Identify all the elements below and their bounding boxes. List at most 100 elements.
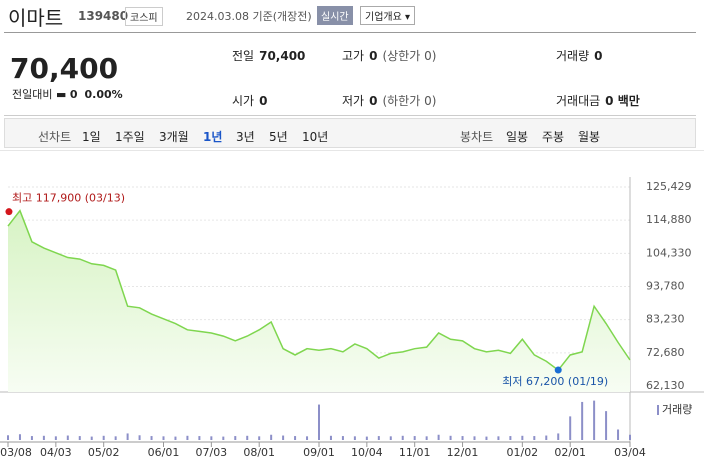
legend-swatch xyxy=(657,405,659,415)
stat: 거래대금 0 백만 xyxy=(556,92,645,109)
volume-bar xyxy=(449,435,452,440)
volume-bar xyxy=(7,435,9,440)
y-tick-label: 125,429 xyxy=(646,180,692,193)
volume-bar xyxy=(389,436,392,440)
x-tick-label: 09/01 xyxy=(303,446,335,459)
x-tick-label: 10/04 xyxy=(351,446,383,459)
y-tick-label: 93,780 xyxy=(646,279,685,292)
tab[interactable]: 일봉 xyxy=(506,130,529,144)
volume-bar xyxy=(461,436,464,440)
tab[interactable]: 10년 xyxy=(302,130,329,144)
volume-bar xyxy=(18,434,21,440)
volume-bar xyxy=(102,435,105,440)
x-tick-label: 07/03 xyxy=(195,446,227,459)
quote-box xyxy=(4,32,696,116)
volume-bar xyxy=(294,436,297,440)
volume-bar xyxy=(485,436,488,440)
change-pct: 0.00% xyxy=(84,88,123,101)
volume-bar xyxy=(353,436,356,440)
volume-bar xyxy=(437,434,440,440)
stat-note: (하한가 0) xyxy=(382,94,437,108)
volume-bar xyxy=(234,436,237,440)
x-tick-label: 11/01 xyxy=(399,446,431,459)
volume-bar xyxy=(509,436,512,440)
tab[interactable]: 주봉 xyxy=(542,130,565,144)
chart: 62,130 72,680 83,230 93,780 104,330 114,880 12… xyxy=(0,150,704,459)
volume-bar xyxy=(629,434,631,440)
stock-code: 139480 xyxy=(78,9,129,23)
stock-name: 이마트 xyxy=(8,6,64,30)
volume-bar xyxy=(401,435,404,440)
company-button[interactable]: 기업개요 ▾ xyxy=(360,6,415,25)
volume-bar xyxy=(593,400,596,440)
area xyxy=(8,210,630,392)
stat: 고가 0 (상한가 0) xyxy=(342,47,436,64)
y-tick-label: 62,130 xyxy=(646,379,685,392)
max-label: 최고 117,900 (03/13) xyxy=(12,192,125,205)
volume-bar xyxy=(30,436,33,440)
x-tick-label: 01/02 xyxy=(506,446,538,459)
market-badge: 코스피 xyxy=(125,7,163,26)
y-tick-label: 83,230 xyxy=(646,313,685,326)
volume-bar xyxy=(329,435,332,440)
volume-bar xyxy=(425,436,428,440)
price-line xyxy=(7,209,631,372)
x-tick-label: 12/01 xyxy=(447,446,479,459)
volume-bar xyxy=(473,436,476,440)
x-tick-label: 04/03 xyxy=(40,446,72,459)
volume-bar xyxy=(341,436,344,440)
volume-bar xyxy=(282,435,285,440)
volume-bar xyxy=(533,436,536,440)
stat: 시가 0 xyxy=(232,92,272,109)
volume-bar xyxy=(365,436,368,440)
volume-bar xyxy=(306,436,309,440)
x-tick-label: 08/01 xyxy=(243,446,275,459)
tab[interactable]: 3개월 xyxy=(159,130,189,144)
volume-bar xyxy=(198,436,201,440)
volume-bar xyxy=(377,436,380,440)
volume-bar xyxy=(210,436,213,440)
volume-bar xyxy=(617,429,620,440)
tab[interactable]: 월봉 xyxy=(578,130,601,144)
volume-bar xyxy=(174,436,177,440)
stat-label: 고가 xyxy=(342,49,365,63)
tab[interactable]: 1주일 xyxy=(115,130,145,144)
stat: 저가 0 (하한가 0) xyxy=(342,92,436,109)
tab[interactable]: 1일 xyxy=(82,130,101,144)
volume-bar xyxy=(54,436,57,440)
tab-group-label: 선차트 xyxy=(38,130,72,144)
max-marker xyxy=(5,208,13,216)
stat-label: 저가 xyxy=(342,94,365,108)
stat-label: 전일 xyxy=(232,49,255,63)
tab[interactable]: 3년 xyxy=(236,130,255,144)
min-marker xyxy=(554,366,562,374)
x-tick-label: 02/01 xyxy=(554,446,586,459)
volume-bar xyxy=(186,435,189,440)
realtime-button[interactable]: 실시간 xyxy=(317,6,353,25)
y-tick-label: 114,880 xyxy=(646,213,692,226)
stat-label: 거래량 xyxy=(556,49,590,63)
volume-bar xyxy=(138,435,141,440)
volume-bar xyxy=(497,436,500,440)
tab-bar xyxy=(4,118,696,148)
volume-bar xyxy=(162,436,165,440)
stat-value: 0 xyxy=(594,49,603,63)
stat: 거래량 0 xyxy=(556,47,607,64)
tab[interactable]: 5년 xyxy=(269,130,288,144)
tab[interactable]: 1년 xyxy=(203,130,223,144)
volume-bar xyxy=(318,404,320,440)
volume-bar xyxy=(42,435,45,440)
volume-bar xyxy=(222,436,225,440)
volume-bar xyxy=(78,436,81,440)
volume-bar xyxy=(605,411,608,440)
change: 전일대비 ▬ 0 0.00% xyxy=(12,88,123,101)
stat-label: 거래대금 xyxy=(556,94,601,108)
stat-note: (상한가 0) xyxy=(382,49,437,63)
stat-value: 0 xyxy=(259,94,268,108)
min-label: 최저 67,200 (01/19) xyxy=(502,375,608,388)
x-tick-label: 05/02 xyxy=(88,446,120,459)
volume-bar xyxy=(258,436,261,440)
volume-bar xyxy=(90,436,93,440)
volume-bar xyxy=(557,433,560,440)
volume-bar xyxy=(521,435,524,440)
